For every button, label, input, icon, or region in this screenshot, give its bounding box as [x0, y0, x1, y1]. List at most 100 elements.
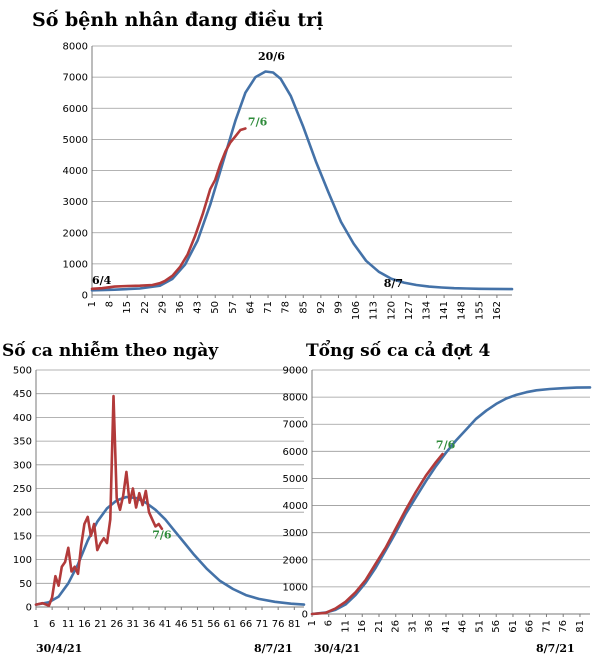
chart2-x-tick-label: 56: [207, 619, 220, 630]
chart3-x-tick-label: 76: [558, 620, 569, 633]
chart1-x-tick-label: 71: [263, 301, 274, 314]
chart1-y-tick-label: 5000: [63, 135, 88, 146]
chart3-x-tick-label: 61: [508, 620, 519, 633]
chart1-y-tick-label: 0: [82, 291, 88, 302]
chart3-y-tick-label: 7000: [283, 420, 308, 431]
chart3-series-1-line: [310, 452, 444, 616]
chart2-series-1-line: [34, 394, 164, 607]
chart1-y-tick-label: 7000: [63, 73, 88, 84]
chart3-title: Tổng số ca cả đợt 4: [306, 339, 491, 361]
chart2-y-tick-label: 300: [13, 460, 32, 471]
chart2-y-tick-label: 100: [13, 555, 32, 566]
chart1-y-tick-label: 6000: [63, 104, 88, 115]
chart1-x-tick-label: 155: [474, 301, 485, 320]
chart2-start-date: 30/4/21: [36, 642, 82, 655]
chart3-y-tick-label: 2000: [283, 555, 308, 566]
chart3-y-tick-label: 4000: [283, 501, 308, 512]
chart3-y-tick-label: 5000: [283, 474, 308, 485]
chart1-y-tick-label: 4000: [63, 166, 88, 177]
chart3-x-tick-label: 51: [474, 620, 485, 633]
chart2-x-tick-label: 11: [62, 619, 75, 630]
chart2-x-tick-label: 6: [49, 619, 55, 630]
chart1-x-tick-label: 99: [333, 301, 344, 314]
chart2-x-tick-label: 41: [159, 619, 172, 630]
chart2-x-tick-label: 76: [272, 619, 285, 630]
chart3-y-tick-label: 0: [302, 610, 308, 621]
chart2-x-tick-label: 21: [94, 619, 107, 630]
chart1-plot: 0 1000 2000 3000 4000 5000 6000 7000 8000 1 8 15 22 2…: [63, 42, 514, 320]
chart1-x-tick-label: 141: [439, 301, 450, 320]
chart2-x-tick-label: 61: [223, 619, 236, 630]
chart2-series-0-line: [34, 495, 306, 606]
chart1-x-tick-label: 148: [457, 301, 468, 320]
chart3-x-tick-label: 56: [491, 620, 502, 633]
chart1-x-tick-label: 78: [281, 301, 292, 314]
chart1-x-tick-label: 1: [87, 301, 98, 307]
chart3-x-tick-label: 1: [307, 620, 318, 626]
chart1-y-tick-label: 1000: [63, 259, 88, 270]
chart2-y-tick-label: 500: [13, 366, 32, 377]
chart3-x-tick-label: 6: [324, 620, 335, 626]
chart3-x-tick-label: 71: [541, 620, 552, 633]
chart1-annotation: 8/7: [384, 277, 403, 290]
chart3-x-tick-label: 41: [441, 620, 452, 633]
chart3-y-tick-label: 1000: [283, 582, 308, 593]
chart1-x-tick-label: 64: [245, 301, 256, 314]
chart1-series-0-line: [90, 70, 514, 292]
chart2-y-tick-label: 350: [13, 437, 32, 448]
chart2-x-tick-label: 26: [110, 619, 123, 630]
chart2-y-tick-label: 50: [19, 579, 32, 590]
chart1-x-tick-label: 92: [316, 301, 327, 314]
chart1-title: Số bệnh nhân đang điều trị: [32, 9, 323, 31]
chart2-end-date: 8/7/21: [254, 642, 293, 655]
chart1-x-tick-label: 57: [228, 301, 239, 314]
chart1-x-tick-label: 162: [492, 301, 503, 320]
chart1-x-tick-label: 36: [175, 301, 186, 314]
chart3-x-tick-label: 81: [575, 620, 586, 633]
chart1-x-tick-label: 8: [105, 301, 116, 307]
chart3-x-tick-label: 26: [391, 620, 402, 633]
chart1-x-tick-label: 50: [210, 301, 221, 314]
chart3-x-tick-label: 46: [458, 620, 469, 633]
chart2-x-tick-label: 1: [33, 619, 39, 630]
chart2-y-tick-label: 250: [13, 484, 32, 495]
chart1-y-tick-label: 2000: [63, 228, 88, 239]
chart3-y-tick-label: 6000: [283, 447, 308, 458]
chart1-x-tick-label: 85: [298, 301, 309, 314]
chart1-y-tick-label: 8000: [63, 42, 88, 53]
chart3-y-tick-label: 8000: [283, 393, 308, 404]
chart2-y-tick-label: 400: [13, 413, 32, 424]
chart2-x-tick-label: 31: [127, 619, 140, 630]
chart3-x-tick-label: 36: [424, 620, 435, 633]
chart2-x-tick-label: 71: [256, 619, 269, 630]
chart1-annotation: 7/6: [248, 115, 268, 128]
chart3-end-date: 8/7/21: [536, 642, 575, 655]
chart1-x-tick-label: 29: [157, 301, 168, 314]
chart1-annotation: 20/6: [258, 50, 285, 63]
chart2-x-tick-label: 51: [191, 619, 204, 630]
chart2-x-tick-label: 66: [240, 619, 253, 630]
chart3-x-tick-label: 31: [407, 620, 418, 633]
chart2-x-tick-label: 81: [288, 619, 301, 630]
chart3-x-tick-label: 66: [525, 620, 536, 633]
chart2-y-tick-label: 0: [26, 603, 32, 614]
chart2-y-tick-label: 200: [13, 508, 32, 519]
chart1-x-tick-label: 120: [386, 301, 397, 320]
chart1-x-tick-label: 134: [421, 301, 432, 320]
chart3-x-tick-label: 11: [340, 620, 351, 633]
chart3-annotation: 7/6: [436, 439, 456, 452]
chart1-x-tick-label: 113: [369, 301, 380, 320]
chart1-y-tick-label: 3000: [63, 197, 88, 208]
chart2-x-tick-label: 36: [143, 619, 156, 630]
chart1-x-tick-label: 127: [404, 301, 415, 320]
chart3-y-tick-label: 3000: [283, 528, 308, 539]
chart2-y-tick-label: 150: [13, 531, 32, 542]
chart2-x-tick-label: 16: [78, 619, 91, 630]
chart1-x-tick-label: 22: [140, 301, 151, 314]
chart1-series-1-line: [90, 127, 247, 291]
chart2-title: Số ca nhiễm theo ngày: [2, 341, 219, 361]
chart3-series-0-line: [310, 386, 592, 616]
